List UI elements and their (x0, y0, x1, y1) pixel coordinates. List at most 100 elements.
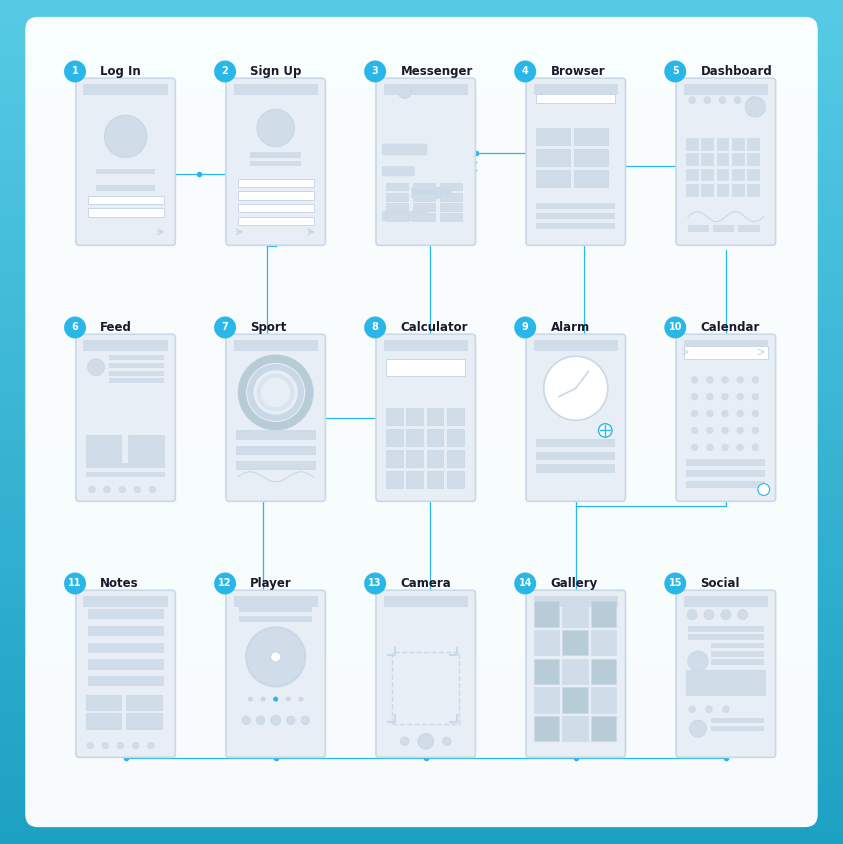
Circle shape (117, 742, 124, 749)
Text: 1: 1 (72, 67, 78, 77)
Bar (406, 450, 423, 467)
Bar (591, 630, 616, 655)
FancyBboxPatch shape (226, 590, 325, 757)
Bar (413, 193, 435, 201)
Circle shape (687, 609, 697, 619)
Bar (236, 461, 268, 469)
Bar (562, 630, 588, 655)
Text: Gallery: Gallery (550, 577, 598, 590)
Circle shape (599, 424, 612, 437)
Text: 15: 15 (668, 578, 682, 588)
Bar (534, 601, 559, 626)
Text: 5: 5 (672, 67, 679, 77)
FancyBboxPatch shape (76, 334, 175, 501)
Circle shape (87, 742, 94, 749)
Bar (562, 601, 588, 626)
Circle shape (737, 427, 744, 434)
Circle shape (418, 733, 433, 749)
Circle shape (149, 486, 156, 493)
Text: 7: 7 (222, 322, 228, 333)
Bar (88, 659, 164, 669)
Bar (686, 138, 698, 150)
Circle shape (706, 393, 713, 400)
Circle shape (722, 706, 729, 712)
Bar (440, 183, 462, 191)
Text: Sport: Sport (250, 321, 287, 334)
Circle shape (64, 572, 86, 594)
Bar (686, 184, 698, 196)
Circle shape (214, 316, 236, 338)
Circle shape (364, 316, 386, 338)
Bar (83, 596, 168, 608)
Circle shape (752, 427, 759, 434)
Circle shape (271, 715, 281, 725)
Bar (732, 154, 744, 165)
Circle shape (298, 696, 303, 701)
Circle shape (722, 444, 728, 451)
Circle shape (256, 716, 265, 724)
Circle shape (132, 742, 139, 749)
Bar (562, 658, 588, 684)
Bar (686, 669, 765, 695)
Bar (126, 713, 162, 728)
Circle shape (148, 742, 154, 749)
Bar (686, 470, 765, 477)
Bar (732, 184, 744, 196)
Bar (86, 472, 165, 477)
Bar (447, 450, 464, 467)
Circle shape (273, 696, 278, 701)
Circle shape (722, 393, 728, 400)
Bar (713, 225, 734, 232)
Circle shape (64, 316, 86, 338)
Bar (86, 463, 165, 468)
Bar (536, 439, 615, 447)
Circle shape (691, 444, 698, 451)
FancyBboxPatch shape (226, 78, 325, 246)
Circle shape (721, 609, 731, 619)
FancyBboxPatch shape (676, 334, 776, 501)
Bar (126, 695, 162, 710)
Bar (591, 716, 616, 741)
Text: Messenger: Messenger (400, 65, 473, 78)
Text: 9: 9 (522, 322, 529, 333)
FancyBboxPatch shape (526, 334, 626, 501)
Bar (386, 408, 403, 425)
Circle shape (214, 61, 236, 83)
Bar (688, 625, 764, 631)
Circle shape (706, 706, 712, 712)
Circle shape (105, 116, 147, 158)
Circle shape (689, 97, 695, 104)
Circle shape (248, 696, 253, 701)
Bar (688, 225, 709, 232)
Circle shape (514, 572, 536, 594)
Bar (238, 217, 314, 225)
Circle shape (242, 716, 250, 724)
Circle shape (398, 85, 411, 99)
Circle shape (738, 609, 748, 619)
Text: 12: 12 (218, 578, 232, 588)
Text: Calculator: Calculator (400, 321, 468, 334)
Bar (534, 658, 559, 684)
Text: 2: 2 (222, 67, 228, 77)
Circle shape (737, 444, 744, 451)
Bar (413, 214, 435, 221)
FancyBboxPatch shape (376, 78, 475, 246)
Circle shape (364, 572, 386, 594)
Bar (384, 340, 468, 351)
Bar (86, 695, 121, 710)
Bar (536, 95, 615, 103)
Text: 10: 10 (668, 322, 682, 333)
Circle shape (364, 61, 386, 83)
Circle shape (688, 651, 708, 671)
FancyBboxPatch shape (526, 590, 626, 757)
Text: Notes: Notes (100, 577, 139, 590)
FancyBboxPatch shape (376, 334, 475, 501)
Text: 14: 14 (518, 578, 532, 588)
Bar (236, 430, 315, 439)
Text: Alarm: Alarm (550, 321, 589, 334)
Bar (684, 340, 768, 351)
Circle shape (758, 484, 770, 495)
Bar (83, 340, 168, 351)
Bar (717, 184, 728, 196)
Circle shape (752, 444, 759, 451)
